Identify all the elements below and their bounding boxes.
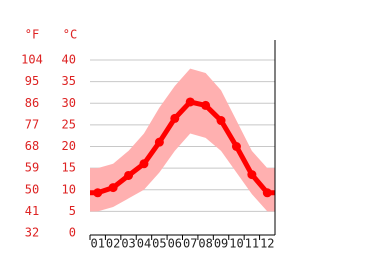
x-tick-label: 06 <box>168 237 182 251</box>
x-tick-label: 02 <box>106 237 120 251</box>
range-band <box>90 68 275 212</box>
mean-point <box>185 97 195 107</box>
y2-tick-label: 50 <box>25 182 39 196</box>
y-tick-label: 15 <box>62 161 76 175</box>
x-tick-label: 05 <box>152 237 166 251</box>
y-tick-label: 30 <box>62 96 76 110</box>
y2-tick-label: 41 <box>25 204 39 218</box>
y-tick-label: 5 <box>69 204 76 218</box>
mean-point <box>216 116 226 126</box>
y2-tick-label: 104 <box>21 53 43 67</box>
x-tick-label: 01 <box>90 237 104 251</box>
mean-point <box>154 137 164 147</box>
y2-tick-label: 59 <box>25 161 39 175</box>
y-tick-label: 40 <box>62 53 76 67</box>
mean-point <box>247 170 257 180</box>
y2-tick-label: 32 <box>25 226 39 240</box>
mean-point <box>231 142 241 151</box>
y2-tick-label: 68 <box>25 139 39 153</box>
y2-tick-label: 86 <box>25 96 39 110</box>
y2-axis-title: °F <box>25 28 39 42</box>
mean-point <box>93 188 103 198</box>
x-tick-label: 08 <box>198 237 212 251</box>
y2-tick-label: 95 <box>25 74 39 88</box>
mean-point <box>201 100 211 110</box>
mean-point <box>170 113 180 123</box>
y-tick-label: 0 <box>69 226 76 240</box>
mean-point <box>124 170 134 180</box>
y-tick-label: 25 <box>62 117 76 131</box>
x-tick-label: 07 <box>183 237 197 251</box>
y-tick-label: 35 <box>62 74 76 88</box>
mean-point <box>139 159 149 169</box>
y2-tick-label: 77 <box>25 117 39 131</box>
x-tick-label: 04 <box>137 237 151 251</box>
x-tick-label: 10 <box>229 237 243 251</box>
x-tick-label: 12 <box>260 237 274 251</box>
y-tick-label: 20 <box>62 139 76 153</box>
x-tick-label: 09 <box>214 237 228 251</box>
mean-point <box>262 188 272 198</box>
x-tick-label: 11 <box>245 237 259 251</box>
mean-point <box>108 183 118 193</box>
x-tick-label: 03 <box>121 237 135 251</box>
y-axis-title: °C <box>63 28 77 42</box>
y-tick-label: 10 <box>62 182 76 196</box>
